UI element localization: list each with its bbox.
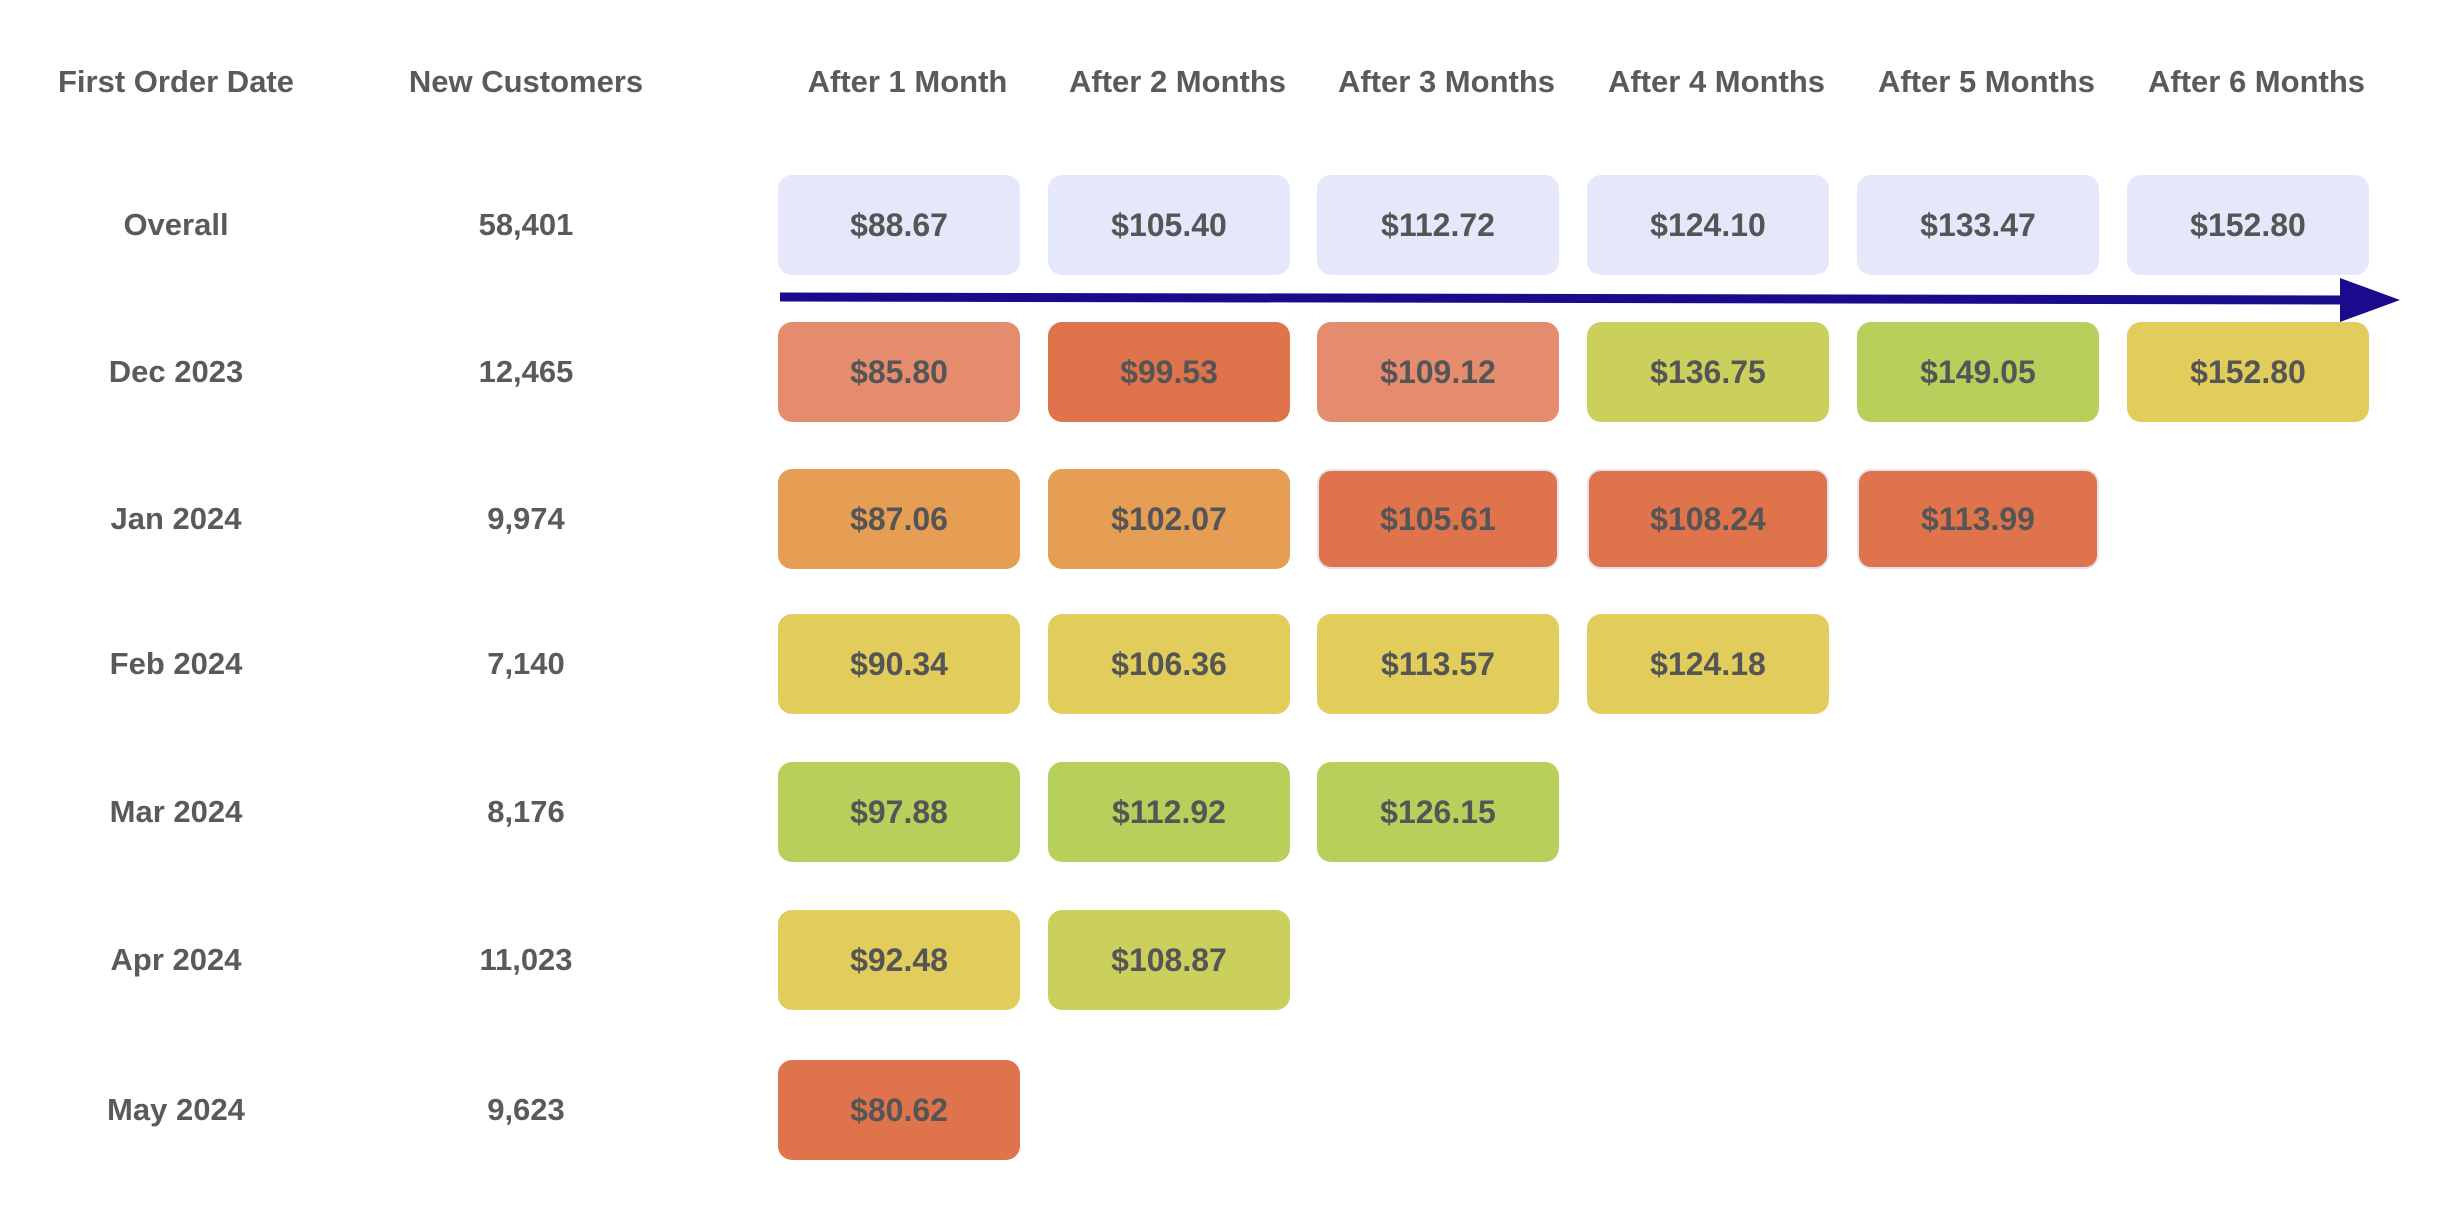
cohort-cell: $106.36 (1048, 614, 1290, 714)
cohort-cell: $126.15 (1317, 762, 1559, 862)
header-new-customers: New Customers (408, 64, 644, 99)
row-new-customers: 8,176 (487, 794, 565, 829)
timeline-arrow-head (2340, 278, 2400, 322)
row-new-customers: 9,623 (487, 1092, 565, 1127)
cohort-cell: $108.24 (1587, 469, 1829, 569)
header-after-6-months: After 6 Months (2148, 64, 2365, 99)
cohort-cell: $105.40 (1048, 175, 1290, 275)
cohort-cell: $85.80 (778, 322, 1020, 422)
timeline-arrow-line (779, 292, 2351, 305)
cohort-cell: $92.48 (778, 910, 1020, 1010)
cohort-cell: $124.18 (1587, 614, 1829, 714)
header-after-1-month: After 1 Month (807, 64, 1008, 99)
header-first-order-date: First Order Date (57, 64, 294, 99)
cohort-cell: $102.07 (1048, 469, 1290, 569)
header-after-5-months: After 5 Months (1878, 64, 2095, 99)
cohort-cell: $109.12 (1317, 322, 1559, 422)
header-after-3-months: After 3 Months (1338, 64, 1555, 99)
row-label: Jan 2024 (110, 501, 242, 536)
cohort-cell: $105.61 (1317, 469, 1559, 569)
cohort-cell: $113.99 (1857, 469, 2099, 569)
cohort-cell: $108.87 (1048, 910, 1290, 1010)
row-new-customers: 9,974 (487, 501, 565, 536)
row-new-customers: 7,140 (487, 646, 565, 681)
cohort-cell: $97.88 (778, 762, 1020, 862)
row-label: Feb 2024 (109, 646, 243, 681)
cohort-cell: $112.72 (1317, 175, 1559, 275)
row-label: Mar 2024 (109, 794, 243, 829)
cohort-cell: $99.53 (1048, 322, 1290, 422)
row-new-customers: 12,465 (478, 354, 574, 389)
cohort-cell: $136.75 (1587, 322, 1829, 422)
cohort-cell: $112.92 (1048, 762, 1290, 862)
cohort-cell: $149.05 (1857, 322, 2099, 422)
cohort-cell: $133.47 (1857, 175, 2099, 275)
cohort-cell: $87.06 (778, 469, 1020, 569)
cohort-cell: $88.67 (778, 175, 1020, 275)
row-new-customers: 11,023 (479, 942, 573, 977)
cohort-cell: $152.80 (2127, 322, 2369, 422)
row-new-customers: 58,401 (478, 207, 574, 242)
cohort-cell: $124.10 (1587, 175, 1829, 275)
cohort-cell: $152.80 (2127, 175, 2369, 275)
row-label: Apr 2024 (110, 942, 242, 977)
cohort-cell: $90.34 (778, 614, 1020, 714)
header-after-4-months: After 4 Months (1608, 64, 1825, 99)
cohort-cell: $80.62 (778, 1060, 1020, 1160)
row-label: May 2024 (107, 1092, 245, 1127)
header-after-2-months: After 2 Months (1069, 64, 1286, 99)
row-label: Overall (123, 207, 229, 242)
cohort-cell: $113.57 (1317, 614, 1559, 714)
row-label: Dec 2023 (108, 354, 244, 389)
